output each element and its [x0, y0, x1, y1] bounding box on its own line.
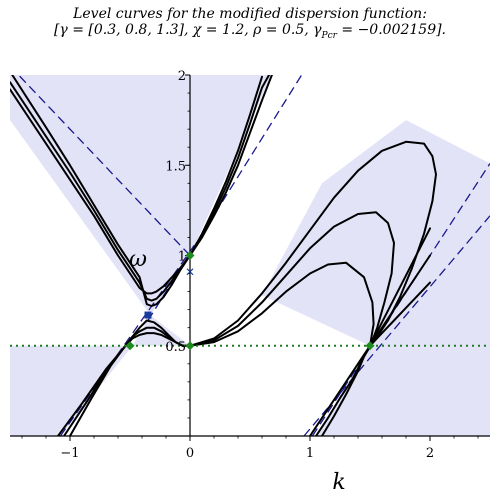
chart-title: Level curves for the modified dispersion…: [73, 6, 427, 22]
y-tick-label: 2: [178, 69, 186, 84]
subtitle-subscript: Pcr: [321, 30, 337, 41]
level-curve-3: [11, 75, 263, 307]
axis-ticks: −1 0 1 2 0.5 1 1.5 2: [21, 69, 479, 461]
shaded-regions: [10, 75, 490, 436]
level-curve-6: [69, 332, 191, 436]
level-curve-1: [10, 75, 273, 295]
chart-subtitle: [γ = [0.3, 0.8, 1.3], χ = 1.2, ρ = 0.5, …: [0, 22, 500, 41]
x-tick-label: 1: [306, 446, 314, 461]
asymptote-line-1: [17, 75, 191, 256]
level-curve-9: [189, 261, 375, 347]
x-tick-label: 0: [186, 446, 194, 461]
shaded-region-1: [10, 75, 272, 316]
markers: [125, 251, 375, 351]
x-tick-label: 2: [426, 446, 434, 461]
diamond-marker-2: [185, 341, 195, 351]
y-tick-label: 1.5: [165, 159, 186, 174]
level-curve-2: [10, 75, 271, 302]
diamond-marker-1: [125, 341, 135, 351]
square-marker: [144, 311, 152, 319]
level-curve-7: [189, 140, 437, 347]
cross-marker: [186, 268, 194, 276]
x-tick-label: −1: [60, 446, 79, 461]
subtitle-params: [γ = [0.3, 0.8, 1.3], χ = 1.2, ρ = 0.5, …: [53, 22, 322, 38]
level-curve-8: [189, 211, 395, 347]
shaded-region-2: [10, 315, 190, 436]
diamond-marker-4: [365, 341, 375, 351]
x-axis-label: k: [332, 470, 345, 495]
diamond-marker-3: [185, 251, 195, 260]
y-tick-label: 0.5: [165, 340, 186, 355]
subtitle-end: = −0.002159].: [336, 22, 447, 38]
y-axis-label: ω: [129, 247, 147, 272]
shaded-region-4: [262, 120, 490, 346]
y-tick-label: 1: [178, 250, 186, 265]
